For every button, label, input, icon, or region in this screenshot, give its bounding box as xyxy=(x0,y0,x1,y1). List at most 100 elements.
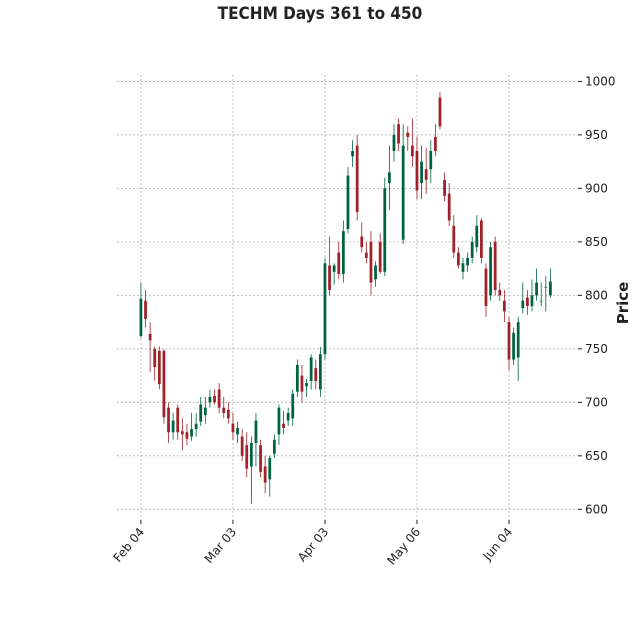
x-tick-label: Jun 04 xyxy=(480,525,516,564)
candle-body xyxy=(332,265,336,272)
candle-body xyxy=(480,220,483,258)
y-tick-label: 750 xyxy=(585,342,608,356)
candle-body xyxy=(443,179,446,196)
y-axis-label: Price xyxy=(614,282,632,325)
candle-body xyxy=(521,300,525,309)
candle-body xyxy=(259,445,262,472)
y-tick-label: 600 xyxy=(585,502,608,516)
candle-body xyxy=(535,282,538,296)
candle-body xyxy=(291,393,295,419)
candle-body xyxy=(516,322,520,358)
candle-body xyxy=(374,265,377,280)
y-tick-label: 650 xyxy=(585,449,608,463)
candle-body xyxy=(318,354,322,390)
candle-body xyxy=(328,265,331,291)
candle-body xyxy=(392,134,396,151)
candle-body xyxy=(194,423,198,430)
candle-body xyxy=(360,236,364,248)
candle-body xyxy=(387,172,391,184)
candle-body xyxy=(489,247,492,296)
candle-body xyxy=(378,241,382,272)
candle-body xyxy=(503,300,506,312)
candle-body xyxy=(512,332,515,360)
candle-body xyxy=(180,431,184,435)
y-tick-label: 950 xyxy=(585,128,608,142)
candle-body xyxy=(144,300,147,319)
y-tick-label: 700 xyxy=(585,395,608,409)
candle-body xyxy=(254,420,258,443)
candle-body xyxy=(190,429,193,437)
candle-body xyxy=(456,252,460,266)
candle-body xyxy=(364,252,368,258)
y-tick-label: 1000 xyxy=(585,74,616,88)
candle-body xyxy=(176,407,180,433)
candle-body xyxy=(369,241,373,283)
candle-body xyxy=(162,350,166,418)
candle-body xyxy=(397,124,400,144)
candle-body xyxy=(268,457,272,480)
candle-body xyxy=(203,407,207,416)
candle-body xyxy=(438,97,442,127)
candle-body xyxy=(355,145,359,212)
candle-body xyxy=(383,188,387,272)
candle-body xyxy=(323,263,327,355)
candle-body xyxy=(222,407,226,414)
candle-body xyxy=(351,150,354,157)
candle-body xyxy=(199,404,203,422)
candle-body xyxy=(217,389,221,408)
candle-body xyxy=(305,383,308,387)
candle-body xyxy=(401,145,405,240)
x-tick-label: Mar 03 xyxy=(202,525,240,566)
candle-body xyxy=(272,439,276,454)
candle-body xyxy=(139,298,143,337)
y-tick-label: 850 xyxy=(585,235,608,249)
candle-body xyxy=(424,169,428,180)
candle-body xyxy=(167,407,170,433)
candle-body xyxy=(171,420,175,433)
candle-body xyxy=(493,241,497,291)
candle-body xyxy=(544,286,548,288)
candle-body xyxy=(433,137,437,151)
candle-body xyxy=(249,442,253,467)
x-tick-label: Feb 04 xyxy=(111,525,148,565)
candle-body xyxy=(300,375,304,392)
candle-body xyxy=(452,225,456,253)
candle-body xyxy=(157,350,161,385)
candle-body xyxy=(539,300,543,302)
candle-body xyxy=(475,225,479,248)
candle-body xyxy=(213,395,216,403)
x-tick-label: Apr 03 xyxy=(295,525,331,565)
candle-body xyxy=(286,413,290,421)
candle-body xyxy=(208,396,212,403)
candle-body xyxy=(282,423,285,429)
candle-body xyxy=(236,428,239,435)
candle-body xyxy=(245,445,249,469)
candle-body xyxy=(466,257,469,266)
x-tick-label: May 06 xyxy=(384,525,423,568)
candle-body xyxy=(263,466,267,483)
y-tick-label: 800 xyxy=(585,288,608,302)
candle-body xyxy=(461,263,465,272)
candle-body xyxy=(526,297,529,307)
candle-body xyxy=(153,348,157,368)
candle-body xyxy=(415,150,419,191)
candle-body xyxy=(240,436,244,456)
candle-body xyxy=(277,407,281,435)
candle-body xyxy=(309,357,313,381)
candle-body xyxy=(346,175,350,230)
candle-body xyxy=(410,145,414,157)
candle-body xyxy=(530,295,534,307)
candle-body xyxy=(231,423,235,433)
candle-body xyxy=(484,268,488,307)
candle-body xyxy=(295,364,299,392)
candle-body xyxy=(507,322,511,360)
candle-body xyxy=(185,432,189,439)
candle-body xyxy=(470,241,474,258)
candle-body xyxy=(420,161,423,184)
candle-body xyxy=(429,150,433,170)
candle-body xyxy=(447,193,451,221)
candle-body xyxy=(498,290,502,296)
y-tick-label: 900 xyxy=(585,181,608,195)
candle-body xyxy=(337,252,341,274)
